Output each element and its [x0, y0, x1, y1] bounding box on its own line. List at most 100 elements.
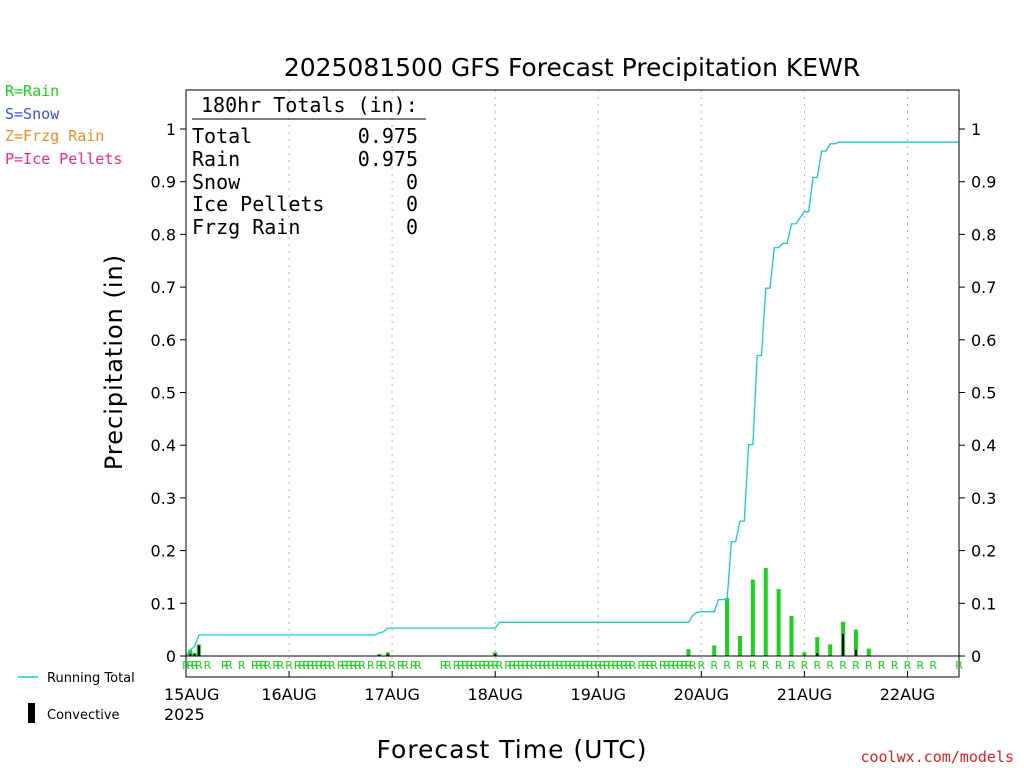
- precip-type-label-104: R: [839, 659, 847, 672]
- precip-type-label-96: R: [736, 659, 744, 672]
- y-tick-label-right-1: 0.1: [971, 594, 996, 613]
- x-tick-label-2: 17AUG: [364, 685, 419, 704]
- rain-bar-7: [712, 645, 717, 656]
- convective-bar-0: [189, 653, 192, 656]
- bars: [188, 567, 871, 656]
- totals-label-rain: Rain: [192, 147, 240, 171]
- precip-type-label-29: R: [358, 659, 366, 672]
- precip-type-label-71: R: [590, 659, 598, 672]
- precip-type-label-20: R: [315, 659, 323, 672]
- precip-type-label-79: R: [624, 659, 632, 672]
- convective-swatch: [28, 703, 35, 723]
- y-tick-label-left-0: 0: [166, 647, 176, 666]
- precip-type-label-62: R: [551, 659, 559, 672]
- precip-type-label-76: R: [612, 659, 620, 672]
- chart-title: 2025081500 GFS Forecast Precipitation KE…: [284, 53, 860, 82]
- precip-type-label-75: R: [607, 659, 615, 672]
- precip-type-label-19: R: [311, 659, 319, 672]
- convective-bar-5: [494, 653, 497, 656]
- y-axis-title: Precipitation (in): [100, 254, 128, 470]
- precip-type-label-89: R: [676, 659, 684, 672]
- y-tick-label-right-2: 0.2: [971, 542, 996, 561]
- x-axis-title: Forecast Time (UTC): [377, 735, 648, 764]
- y-tick-label-left-8: 0.8: [151, 225, 176, 244]
- precip-type-label-73: R: [599, 659, 607, 672]
- running-total: [185, 141, 959, 657]
- precip-type-label-16: R: [298, 659, 306, 672]
- precip-type-label-32: R: [380, 659, 388, 672]
- precip-type-label-18: R: [307, 659, 315, 672]
- precip-type-label-25: R: [341, 659, 349, 672]
- precip-type-label-21: R: [320, 659, 328, 672]
- precip-type-label-102: R: [813, 659, 821, 672]
- totals-label-snow: Snow: [192, 170, 241, 194]
- precip-type-label-78: R: [620, 659, 628, 672]
- legend-snow: S=Snow: [5, 105, 60, 123]
- series-legend: Running Total Convective: [18, 671, 135, 723]
- rain-bar-11: [763, 567, 768, 656]
- precip-type-label-107: R: [878, 659, 886, 672]
- rain-bar-0: [188, 649, 193, 656]
- precip-type-legend: R=Rain S=Snow Z=Frzg Rain P=Ice Pellets: [5, 82, 122, 168]
- precip-type-label-85: R: [659, 659, 667, 672]
- y-tick-label-right-3: 0.3: [971, 489, 996, 508]
- rain-bar-14: [802, 652, 807, 656]
- rain-bar-10: [750, 579, 755, 656]
- precip-type-label-24: R: [337, 659, 345, 672]
- precip-type-label-17: R: [302, 659, 310, 672]
- convective-bar-18: [854, 649, 857, 656]
- precip-type-label-110: R: [917, 659, 925, 672]
- rain-bar-18: [853, 629, 858, 656]
- convective-bar-15: [816, 653, 819, 656]
- precip-type-label-14: R: [285, 659, 293, 672]
- precip-type-label-23: R: [328, 659, 336, 672]
- precip-type-label-84: R: [650, 659, 658, 672]
- precip-type-label-30: R: [367, 659, 375, 672]
- precip-type-label-55: R: [521, 659, 529, 672]
- y-tick-label-left-5: 0.5: [151, 384, 176, 403]
- precip-type-label-63: R: [556, 659, 564, 672]
- precip-type-label-88: R: [672, 659, 680, 672]
- precip-type-label-72: R: [594, 659, 602, 672]
- x-tick-label-3: 18AUG: [467, 685, 522, 704]
- precip-type-label-112: R: [955, 659, 963, 672]
- y-tick-label-left-9: 0.9: [151, 173, 176, 192]
- rain-bar-8: [725, 598, 730, 656]
- precip-type-label-65: R: [564, 659, 572, 672]
- y-tick-label-left-7: 0.7: [151, 278, 176, 297]
- precip-type-label-8: R: [251, 659, 259, 672]
- totals-value-total: 0.975: [358, 124, 418, 148]
- precip-type-label-35: R: [401, 659, 409, 672]
- precip-type-label-41: R: [457, 659, 465, 672]
- convective-bar-3: [378, 654, 381, 656]
- precip-type-label-42: R: [461, 659, 469, 672]
- totals-value-snow: 0: [406, 170, 418, 194]
- rain-bar-12: [776, 589, 781, 656]
- convective-bar-17: [842, 633, 845, 656]
- totals-value-ice-pellets: 0: [406, 192, 418, 216]
- running-total-label: Running Total: [47, 671, 135, 686]
- precip-type-label-95: R: [723, 659, 731, 672]
- precip-type-label-28: R: [354, 659, 362, 672]
- precip-type-label-57: R: [530, 659, 538, 672]
- precip-type-label-74: R: [603, 659, 611, 672]
- precip-type-label-83: R: [646, 659, 654, 672]
- precip-type-label-64: R: [560, 659, 568, 672]
- y-tick-label-right-0: 0: [971, 647, 981, 666]
- convective-bar-2: [197, 645, 200, 656]
- precip-type-label-10: R: [259, 659, 267, 672]
- legend-frzg-rain: Z=Frzg Rain: [5, 127, 104, 145]
- precip-type-label-26: R: [345, 659, 353, 672]
- precip-type-label-77: R: [616, 659, 624, 672]
- precip-type-label-61: R: [547, 659, 555, 672]
- precip-type-label-50: R: [496, 659, 504, 672]
- precip-type-label-44: R: [470, 659, 478, 672]
- precip-type-label-7: R: [238, 659, 246, 672]
- y-tick-label-left-3: 0.3: [151, 489, 176, 508]
- totals-box: 180hr Totals (in): Total 0.975 Rain 0.97…: [192, 93, 426, 239]
- precip-type-label-111: R: [929, 659, 937, 672]
- x-tick-label-4: 19AUG: [571, 685, 626, 704]
- totals-label-frzg-rain: Frzg Rain: [192, 215, 300, 239]
- precip-type-label-5: R: [221, 659, 229, 672]
- precip-type-label-9: R: [255, 659, 263, 672]
